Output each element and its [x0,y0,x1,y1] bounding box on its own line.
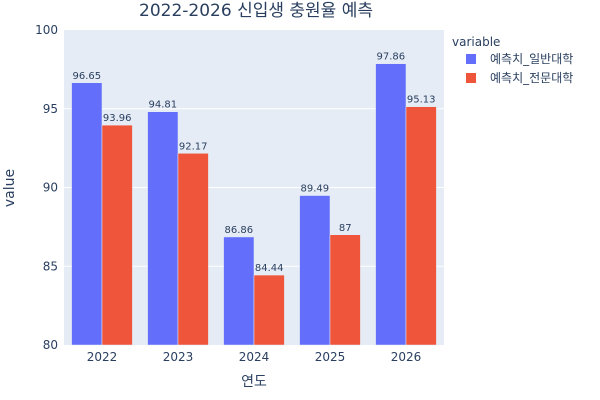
bar-value-label: 87 [339,223,352,234]
x-axis-title: 연도 [241,374,267,390]
bar-value-label: 84.44 [255,263,284,274]
y-tick-label: 85 [43,259,58,273]
bar-value-label: 92.17 [179,141,208,152]
y-tick-label: 100 [35,23,58,37]
legend-swatch [466,73,476,83]
y-tick-label: 80 [43,338,58,352]
bar-general-univ-2025 [299,195,331,346]
x-tick-label: 2024 [239,350,270,364]
bar-junior-college-2025 [329,234,361,346]
bar-junior-college-2024 [253,274,285,346]
x-tick-label: 2026 [391,350,422,364]
y-axis-ticks: 80 85 90 95 100 [35,23,58,352]
y-axis-title: value [2,169,18,207]
legend-label: 예측치_일반대학 [490,52,573,66]
bars-group [71,63,437,346]
bar-labels-group: 96.65 94.81 86.86 89.49 97.86 93.96 92.17 84.44… [72,52,435,274]
y-tick-label: 95 [43,102,58,116]
bar-value-label: 86.86 [224,225,253,236]
bar-general-univ-2023 [147,111,179,346]
bar-general-univ-2024 [223,236,255,346]
x-tick-label: 2023 [163,350,194,364]
x-axis-ticks: 2022 2023 2024 2025 2026 [87,350,422,364]
bar-value-label: 93.96 [103,113,132,124]
bar-value-label: 94.81 [148,100,177,111]
bar-value-label: 89.49 [300,184,329,195]
legend-swatch [466,54,476,64]
legend-title: variable [452,35,500,49]
x-tick-label: 2025 [315,350,346,364]
y-tick-label: 90 [43,181,58,195]
bar-value-label: 97.86 [376,52,405,63]
x-tick-label: 2022 [87,350,118,364]
bar-junior-college-2022 [101,124,133,346]
bar-junior-college-2026 [405,106,437,346]
bar-general-univ-2026 [375,63,407,346]
bar-general-univ-2022 [71,82,103,346]
legend-label: 예측치_전문대학 [490,71,573,85]
bar-value-label: 95.13 [407,95,436,106]
chart-title: 2022-2026 신입생 충원율 예측 [139,1,373,21]
bar-junior-college-2023 [177,153,209,346]
bar-value-label: 96.65 [72,71,101,82]
